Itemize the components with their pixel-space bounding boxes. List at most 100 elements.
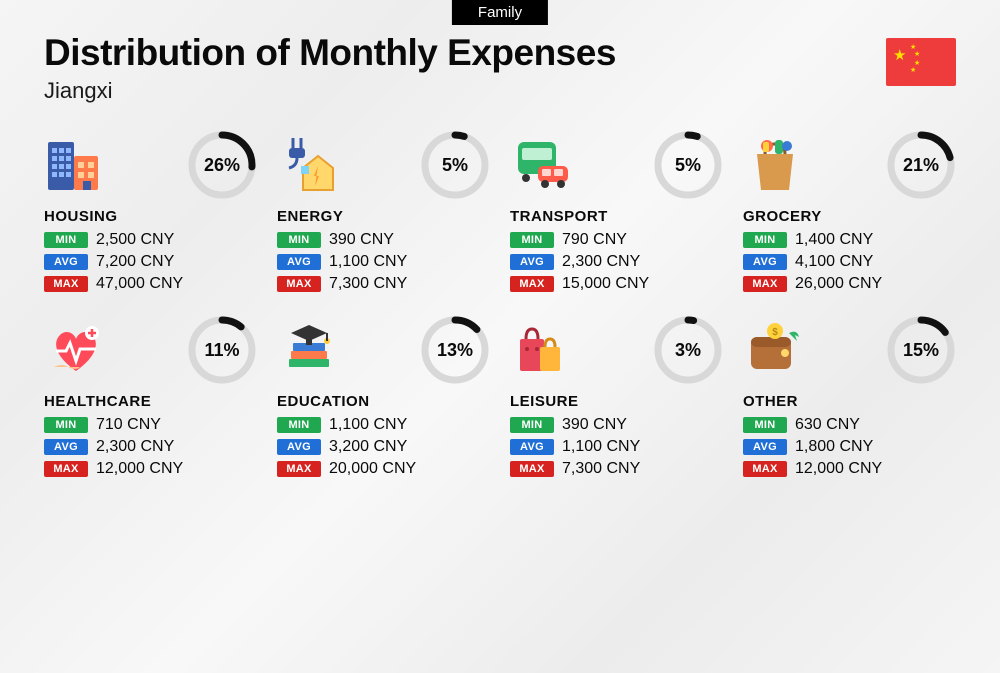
min-badge: MIN (44, 232, 88, 248)
category-name: OTHER (743, 393, 956, 410)
min-value: 1,400 CNY (795, 231, 873, 249)
healthcare-icon (44, 318, 108, 382)
header: Distribution of Monthly Expenses Jiangxi… (0, 0, 1000, 104)
min-value: 390 CNY (562, 416, 627, 434)
percent-label: 26% (187, 130, 257, 200)
stat-max: MAX 7,300 CNY (277, 275, 490, 293)
max-value: 20,000 CNY (329, 460, 416, 478)
min-value: 1,100 CNY (329, 416, 407, 434)
stat-min: MIN 2,500 CNY (44, 231, 257, 249)
avg-value: 4,100 CNY (795, 253, 873, 271)
category-stats: MIN 2,500 CNY AVG 7,200 CNY MAX 47,000 C… (44, 231, 257, 293)
avg-value: 2,300 CNY (96, 438, 174, 456)
stat-avg: AVG 1,100 CNY (510, 438, 723, 456)
avg-value: 2,300 CNY (562, 253, 640, 271)
percent-ring: 15% (886, 315, 956, 385)
avg-badge: AVG (44, 254, 88, 270)
avg-badge: AVG (277, 254, 321, 270)
percent-label: 13% (420, 315, 490, 385)
stat-avg: AVG 4,100 CNY (743, 253, 956, 271)
max-value: 12,000 CNY (795, 460, 882, 478)
svg-text:$: $ (772, 327, 778, 338)
stat-max: MAX 47,000 CNY (44, 275, 257, 293)
category-stats: MIN 630 CNY AVG 1,800 CNY MAX 12,000 CNY (743, 416, 956, 478)
percent-label: 3% (653, 315, 723, 385)
avg-value: 7,200 CNY (96, 253, 174, 271)
stat-max: MAX 20,000 CNY (277, 460, 490, 478)
stat-max: MAX 26,000 CNY (743, 275, 956, 293)
category-card-transport: 5% TRANSPORT MIN 790 CNY AVG 2,300 CNY M… (510, 130, 723, 297)
max-value: 15,000 CNY (562, 275, 649, 293)
avg-badge: AVG (743, 254, 787, 270)
stat-max: MAX 15,000 CNY (510, 275, 723, 293)
avg-value: 3,200 CNY (329, 438, 407, 456)
stat-min: MIN 630 CNY (743, 416, 956, 434)
max-value: 26,000 CNY (795, 275, 882, 293)
max-value: 7,300 CNY (562, 460, 640, 478)
max-badge: MAX (743, 276, 787, 292)
max-badge: MAX (510, 276, 554, 292)
stat-max: MAX 12,000 CNY (44, 460, 257, 478)
grocery-icon (743, 133, 807, 197)
max-value: 47,000 CNY (96, 275, 183, 293)
avg-badge: AVG (510, 439, 554, 455)
percent-ring: 13% (420, 315, 490, 385)
min-badge: MIN (743, 232, 787, 248)
percent-label: 15% (886, 315, 956, 385)
max-badge: MAX (510, 461, 554, 477)
min-value: 390 CNY (329, 231, 394, 249)
percent-label: 5% (653, 130, 723, 200)
energy-icon (277, 133, 341, 197)
max-badge: MAX (44, 461, 88, 477)
leisure-icon (510, 318, 574, 382)
max-badge: MAX (277, 276, 321, 292)
avg-badge: AVG (44, 439, 88, 455)
category-card-leisure: 3% LEISURE MIN 390 CNY AVG 1,100 CNY MAX… (510, 315, 723, 482)
min-badge: MIN (277, 417, 321, 433)
housing-icon (44, 133, 108, 197)
category-card-grocery: 21% GROCERY MIN 1,400 CNY AVG 4,100 CNY … (743, 130, 956, 297)
category-name: LEISURE (510, 393, 723, 410)
category-name: HOUSING (44, 208, 257, 225)
avg-value: 1,100 CNY (562, 438, 640, 456)
education-icon (277, 318, 341, 382)
min-value: 630 CNY (795, 416, 860, 434)
category-stats: MIN 390 CNY AVG 1,100 CNY MAX 7,300 CNY (277, 231, 490, 293)
min-badge: MIN (510, 417, 554, 433)
min-badge: MIN (510, 232, 554, 248)
avg-value: 1,100 CNY (329, 253, 407, 271)
max-value: 12,000 CNY (96, 460, 183, 478)
stat-avg: AVG 1,800 CNY (743, 438, 956, 456)
stat-avg: AVG 1,100 CNY (277, 253, 490, 271)
max-badge: MAX (743, 461, 787, 477)
category-name: TRANSPORT (510, 208, 723, 225)
category-card-other: $ 15% OTHER MIN 630 CNY AVG 1,800 CNY MA… (743, 315, 956, 482)
china-flag-icon: ★ ★ ★ ★ ★ (886, 38, 956, 86)
category-grid: 26% HOUSING MIN 2,500 CNY AVG 7,200 CNY … (0, 104, 1000, 482)
stat-min: MIN 1,100 CNY (277, 416, 490, 434)
stat-min: MIN 790 CNY (510, 231, 723, 249)
percent-ring: 21% (886, 130, 956, 200)
stat-max: MAX 7,300 CNY (510, 460, 723, 478)
min-value: 710 CNY (96, 416, 161, 434)
avg-badge: AVG (277, 439, 321, 455)
stat-min: MIN 1,400 CNY (743, 231, 956, 249)
category-name: ENERGY (277, 208, 490, 225)
stat-max: MAX 12,000 CNY (743, 460, 956, 478)
stat-min: MIN 710 CNY (44, 416, 257, 434)
avg-badge: AVG (743, 439, 787, 455)
category-stats: MIN 1,100 CNY AVG 3,200 CNY MAX 20,000 C… (277, 416, 490, 478)
category-name: EDUCATION (277, 393, 490, 410)
category-stats: MIN 1,400 CNY AVG 4,100 CNY MAX 26,000 C… (743, 231, 956, 293)
category-stats: MIN 390 CNY AVG 1,100 CNY MAX 7,300 CNY (510, 416, 723, 478)
stat-avg: AVG 2,300 CNY (44, 438, 257, 456)
stat-avg: AVG 2,300 CNY (510, 253, 723, 271)
min-badge: MIN (277, 232, 321, 248)
stat-avg: AVG 3,200 CNY (277, 438, 490, 456)
min-value: 790 CNY (562, 231, 627, 249)
category-name: GROCERY (743, 208, 956, 225)
avg-value: 1,800 CNY (795, 438, 873, 456)
min-value: 2,500 CNY (96, 231, 174, 249)
percent-label: 11% (187, 315, 257, 385)
max-value: 7,300 CNY (329, 275, 407, 293)
